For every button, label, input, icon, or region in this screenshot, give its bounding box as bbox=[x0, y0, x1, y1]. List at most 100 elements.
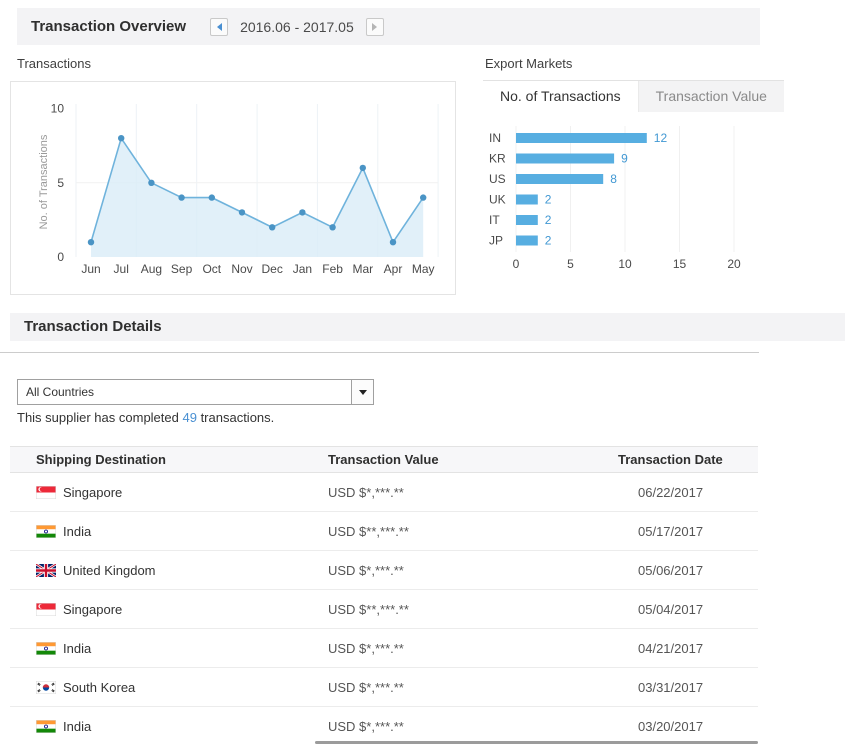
svg-text:Feb: Feb bbox=[322, 262, 343, 276]
transaction-value-cell: USD $*,***.** bbox=[328, 640, 404, 656]
horizontal-scrollbar-thumb[interactable] bbox=[315, 741, 758, 744]
shipping-destination-cell: South Korea bbox=[63, 679, 136, 695]
table-row: South Korea USD $*,***.** 03/31/2017 bbox=[10, 668, 758, 707]
svg-text:IN: IN bbox=[489, 131, 501, 145]
transaction-date-cell: 05/17/2017 bbox=[638, 523, 704, 539]
shipping-destination-cell: India bbox=[63, 523, 92, 539]
shipping-destination-cell: Singapore bbox=[63, 601, 123, 617]
svg-text:UK: UK bbox=[489, 193, 506, 207]
svg-text:Nov: Nov bbox=[231, 262, 252, 276]
in-flag-icon bbox=[36, 719, 56, 733]
in-flag-icon bbox=[36, 641, 56, 655]
svg-text:0: 0 bbox=[57, 250, 64, 264]
svg-text:No. of Transactions: No. of Transactions bbox=[38, 134, 50, 229]
chevron-left-icon bbox=[216, 22, 222, 31]
table-row: United Kingdom USD $*,***.** 05/06/2017 bbox=[10, 551, 758, 590]
summary-prefix: This supplier has completed bbox=[17, 410, 183, 425]
country-filter-value: All Countries bbox=[26, 385, 95, 399]
transaction-details-header-bar: Transaction Details bbox=[10, 313, 845, 341]
table-row: India USD $*,***.** 03/20/2017 bbox=[10, 707, 758, 745]
svg-text:9: 9 bbox=[621, 152, 628, 166]
sg-flag-icon bbox=[36, 485, 56, 499]
transactions-table: Shipping Destination Transaction Value T… bbox=[10, 446, 758, 745]
sg-flag-icon bbox=[36, 602, 56, 616]
svg-text:2: 2 bbox=[545, 234, 552, 248]
shipping-destination-cell: India bbox=[63, 718, 92, 734]
svg-text:2: 2 bbox=[545, 213, 552, 227]
tab-no-of-transactions[interactable]: No. of Transactions bbox=[483, 81, 638, 112]
country-filter-select[interactable]: All Countries bbox=[17, 379, 374, 405]
page-title: Transaction Overview bbox=[31, 18, 187, 35]
table-row: India USD $**,***.** 05/17/2017 bbox=[10, 512, 758, 551]
column-transaction-value: Transaction Value bbox=[328, 452, 439, 467]
table-body: Singapore USD $*,***.** 06/22/2017 India… bbox=[10, 473, 758, 745]
svg-text:KR: KR bbox=[489, 152, 506, 166]
svg-text:2: 2 bbox=[545, 193, 552, 207]
transactions-line-chart: 0 5 10 Jun Jul Aug Sep Oct Nov Dec Jan Feb Mar Apr May… bbox=[38, 102, 439, 276]
shipping-destination-cell: United Kingdom bbox=[63, 562, 156, 578]
overview-header-bar: Transaction Overview 2016.06 - 2017.05 bbox=[17, 8, 760, 45]
kr-flag-icon bbox=[36, 680, 56, 694]
svg-text:5: 5 bbox=[57, 176, 64, 190]
svg-text:Aug: Aug bbox=[141, 262, 162, 276]
section-divider bbox=[0, 352, 759, 353]
transaction-value-cell: USD $*,***.** bbox=[328, 562, 404, 578]
svg-text:5: 5 bbox=[567, 257, 574, 271]
transaction-date-cell: 05/04/2017 bbox=[638, 601, 704, 617]
svg-text:Oct: Oct bbox=[202, 262, 221, 276]
date-range-navigator: 2016.06 - 2017.05 bbox=[210, 17, 384, 36]
transaction-date-cell: 03/31/2017 bbox=[638, 679, 704, 695]
shipping-destination-cell: Singapore bbox=[63, 484, 123, 500]
svg-text:Sep: Sep bbox=[171, 262, 193, 276]
transactions-section-label: Transactions bbox=[17, 56, 91, 71]
date-range-label: 2016.06 - 2017.05 bbox=[240, 18, 354, 35]
export-markets-section-label: Export Markets bbox=[485, 56, 573, 71]
next-period-button[interactable] bbox=[365, 17, 384, 36]
transaction-date-cell: 03/20/2017 bbox=[638, 718, 704, 734]
column-transaction-date: Transaction Date bbox=[618, 452, 723, 467]
transaction-value-cell: USD $**,***.** bbox=[328, 601, 409, 617]
country-filter-dropdown-button[interactable] bbox=[351, 380, 373, 404]
svg-text:Dec: Dec bbox=[262, 262, 283, 276]
table-header-row: Shipping Destination Transaction Value T… bbox=[10, 446, 758, 473]
transaction-value-cell: USD $**,***.** bbox=[328, 523, 409, 539]
svg-text:Jun: Jun bbox=[81, 262, 100, 276]
svg-text:10: 10 bbox=[618, 257, 632, 271]
tab-transaction-value[interactable]: Transaction Value bbox=[637, 81, 784, 112]
transaction-value-cell: USD $*,***.** bbox=[328, 718, 404, 734]
svg-text:8: 8 bbox=[610, 172, 617, 186]
transaction-details-title: Transaction Details bbox=[24, 318, 162, 335]
in-flag-icon bbox=[36, 524, 56, 538]
column-shipping-destination: Shipping Destination bbox=[36, 452, 166, 467]
transaction-date-cell: 04/21/2017 bbox=[638, 640, 704, 656]
svg-text:IT: IT bbox=[489, 213, 500, 227]
svg-text:15: 15 bbox=[673, 257, 687, 271]
export-markets-tabs: No. of Transactions Transaction Value bbox=[483, 80, 784, 112]
previous-period-button[interactable] bbox=[210, 17, 229, 36]
svg-text:Mar: Mar bbox=[352, 262, 373, 276]
transactions-chart-panel: 0 5 10 Jun Jul Aug Sep Oct Nov Dec Jan Feb Mar Apr May… bbox=[10, 81, 456, 295]
svg-text:Jan: Jan bbox=[293, 262, 312, 276]
transaction-count: 49 bbox=[182, 410, 197, 425]
transaction-value-cell: USD $*,***.** bbox=[328, 679, 404, 695]
svg-text:Jul: Jul bbox=[114, 262, 129, 276]
chevron-right-icon bbox=[372, 22, 378, 31]
table-row: Singapore USD $**,***.** 05/04/2017 bbox=[10, 590, 758, 629]
svg-text:May: May bbox=[412, 262, 435, 276]
transaction-date-cell: 06/22/2017 bbox=[638, 484, 704, 500]
gb-flag-icon bbox=[36, 563, 56, 577]
svg-text:10: 10 bbox=[51, 102, 65, 116]
table-row: India USD $*,***.** 04/21/2017 bbox=[10, 629, 758, 668]
table-row: Singapore USD $*,***.** 06/22/2017 bbox=[10, 473, 758, 512]
svg-text:Apr: Apr bbox=[384, 262, 403, 276]
svg-text:12: 12 bbox=[654, 131, 668, 145]
transaction-value-cell: USD $*,***.** bbox=[328, 484, 404, 500]
svg-text:JP: JP bbox=[489, 234, 503, 248]
svg-text:0: 0 bbox=[513, 257, 520, 271]
shipping-destination-cell: India bbox=[63, 640, 92, 656]
svg-text:US: US bbox=[489, 172, 506, 186]
transaction-date-cell: 05/06/2017 bbox=[638, 562, 704, 578]
svg-text:20: 20 bbox=[727, 257, 741, 271]
summary-suffix: transactions. bbox=[196, 410, 275, 425]
